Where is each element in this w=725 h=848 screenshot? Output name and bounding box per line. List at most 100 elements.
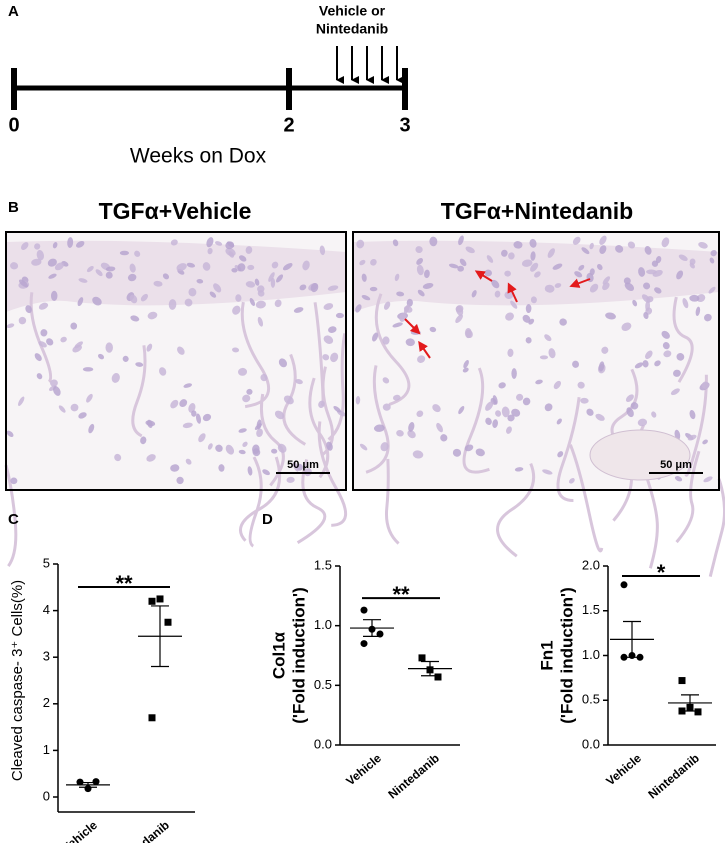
nucleus — [21, 242, 29, 251]
nucleus — [654, 360, 661, 367]
nucleus — [271, 448, 278, 454]
nucleus — [170, 464, 180, 472]
nucleus — [361, 295, 371, 301]
nucleus — [463, 360, 469, 369]
nucleus — [458, 405, 465, 415]
nucleus — [417, 289, 425, 297]
y-tick-label: 4 — [43, 602, 50, 617]
nucleus — [542, 469, 553, 475]
nucleus — [182, 422, 193, 429]
treatment-label: Vehicle or — [319, 3, 386, 19]
y-tick-label: 1 — [43, 742, 50, 757]
nucleus — [643, 282, 651, 290]
nucleus — [703, 476, 713, 483]
nucleus — [255, 300, 266, 309]
nucleus — [213, 283, 222, 293]
nucleus — [416, 264, 424, 276]
nucleus — [274, 299, 282, 308]
nucleus — [380, 442, 389, 452]
nucleus — [458, 235, 464, 246]
nucleus — [247, 264, 255, 271]
nucleus — [38, 302, 49, 310]
nucleus — [249, 298, 256, 306]
nucleus — [510, 300, 518, 309]
nucleus — [581, 247, 590, 255]
nucleus — [207, 247, 213, 255]
nucleus — [432, 404, 441, 413]
nucleus — [646, 269, 657, 275]
nucleus — [572, 360, 580, 368]
nucleus — [257, 290, 265, 297]
nucleus — [464, 444, 474, 452]
nucleus — [277, 443, 287, 453]
nucleus — [86, 393, 93, 403]
nucleus — [78, 412, 87, 419]
vessel — [589, 429, 691, 481]
nucleus — [58, 405, 66, 413]
alveolar-wall — [556, 397, 581, 503]
nucleus — [475, 448, 485, 457]
nucleus — [597, 264, 603, 271]
nucleus — [162, 273, 170, 280]
nucleus — [396, 291, 405, 297]
significance-label: * — [657, 560, 666, 585]
nucleus — [627, 241, 636, 249]
nucleus — [268, 272, 275, 282]
y-tick-label: 0.5 — [314, 677, 332, 692]
nucleus — [177, 346, 185, 355]
nucleus — [276, 274, 284, 283]
alveolar-wall — [672, 296, 694, 383]
nucleus — [257, 316, 264, 327]
nucleus — [505, 312, 514, 321]
week-label: 0 — [8, 114, 19, 136]
nucleus — [292, 461, 299, 472]
nucleus — [598, 361, 605, 372]
y-tick-label: 0.5 — [582, 692, 600, 707]
nucleus — [448, 263, 459, 269]
alveolar-wall — [296, 458, 327, 544]
nucleus — [577, 381, 585, 389]
x-tick-label: Vehicle — [59, 818, 100, 843]
nucleus — [67, 237, 74, 248]
nucleus — [436, 422, 443, 433]
alveolar-wall — [317, 421, 347, 527]
nucleus — [146, 343, 153, 352]
nucleus — [54, 262, 64, 271]
nucleus — [202, 262, 211, 271]
nucleus — [206, 237, 214, 248]
y-tick-label: 0 — [43, 788, 50, 803]
nucleus — [429, 236, 438, 247]
alveolar-wall — [4, 464, 18, 568]
nucleus — [554, 283, 562, 288]
alveolar-wall — [131, 345, 147, 438]
nucleus — [578, 264, 585, 271]
nucleus — [135, 362, 144, 367]
nucleus — [602, 282, 610, 291]
nucleus — [589, 242, 594, 250]
data-point — [694, 708, 702, 716]
nucleus — [176, 263, 187, 272]
data-point — [620, 581, 628, 589]
nucleus — [544, 403, 553, 412]
nucleus — [105, 271, 113, 279]
nucleus — [407, 430, 416, 439]
nucleus — [535, 379, 543, 385]
nucleus — [586, 408, 594, 416]
nucleus — [184, 298, 193, 307]
nucleus — [552, 263, 563, 270]
nucleus — [328, 326, 337, 333]
nucleus — [147, 419, 153, 428]
x-tick-label: Vehicle — [603, 751, 644, 789]
significance-label: ** — [115, 571, 133, 596]
x-tick-label: Nintedanib — [115, 818, 171, 843]
nucleus — [506, 426, 512, 434]
nucleus — [105, 342, 113, 353]
nucleus — [176, 476, 184, 485]
nucleus — [299, 284, 307, 291]
nucleus — [382, 377, 390, 384]
nucleus — [392, 239, 399, 247]
data-point — [376, 630, 384, 638]
nucleus — [530, 296, 537, 304]
timeline — [11, 68, 408, 110]
micrograph-frame — [352, 231, 720, 491]
